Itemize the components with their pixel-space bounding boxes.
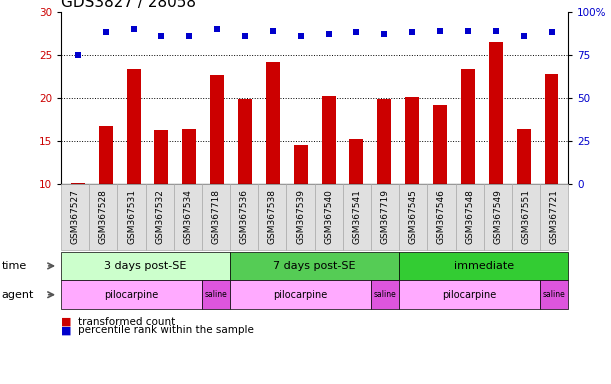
Text: pilocarpine: pilocarpine: [274, 290, 327, 300]
Point: [408, 29, 417, 35]
Text: GSM367532: GSM367532: [155, 190, 164, 244]
Text: agent: agent: [2, 290, 34, 300]
Point: [463, 27, 473, 33]
Text: GSM367540: GSM367540: [324, 190, 333, 244]
Text: GSM367718: GSM367718: [211, 189, 221, 245]
Bar: [210, 75, 224, 184]
Bar: [544, 74, 558, 184]
Text: GSM367546: GSM367546: [437, 190, 446, 244]
Text: saline: saline: [543, 290, 566, 299]
Text: GSM367549: GSM367549: [493, 190, 502, 244]
Text: saline: saline: [205, 290, 227, 299]
Text: percentile rank within the sample: percentile rank within the sample: [78, 325, 254, 335]
Point: [212, 26, 222, 32]
Bar: [433, 105, 447, 184]
Point: [491, 27, 500, 33]
Point: [351, 29, 361, 35]
Point: [324, 31, 334, 37]
Text: saline: saline: [374, 290, 397, 299]
Point: [435, 27, 445, 33]
Text: transformed count: transformed count: [78, 317, 175, 327]
Text: GSM367538: GSM367538: [268, 189, 277, 245]
Text: GSM367536: GSM367536: [240, 189, 249, 245]
Point: [268, 27, 278, 33]
Text: GSM367721: GSM367721: [550, 190, 558, 244]
Text: pilocarpine: pilocarpine: [104, 290, 159, 300]
Text: GSM367534: GSM367534: [183, 190, 192, 244]
Bar: [238, 99, 252, 184]
Point: [519, 33, 529, 39]
Bar: [71, 183, 85, 184]
Bar: [489, 42, 503, 184]
Bar: [405, 97, 419, 184]
Point: [296, 33, 306, 39]
Bar: [321, 96, 335, 184]
Bar: [126, 68, 141, 184]
Text: GSM367545: GSM367545: [409, 190, 418, 244]
Text: GSM367527: GSM367527: [71, 190, 79, 244]
Bar: [294, 145, 308, 184]
Bar: [461, 68, 475, 184]
Text: GSM367541: GSM367541: [353, 190, 362, 244]
Text: immediate: immediate: [453, 261, 514, 271]
Text: pilocarpine: pilocarpine: [442, 290, 497, 300]
Point: [101, 29, 111, 35]
Text: GDS3827 / 28058: GDS3827 / 28058: [61, 0, 196, 10]
Bar: [378, 99, 391, 184]
Text: GSM367551: GSM367551: [521, 189, 530, 245]
Point: [73, 52, 82, 58]
Text: 3 days post-SE: 3 days post-SE: [104, 261, 187, 271]
Point: [156, 33, 166, 39]
Text: GSM367528: GSM367528: [99, 190, 108, 244]
Point: [240, 33, 250, 39]
Point: [379, 31, 389, 37]
Bar: [155, 130, 169, 184]
Text: GSM367531: GSM367531: [127, 189, 136, 245]
Text: time: time: [2, 261, 27, 271]
Bar: [517, 129, 530, 184]
Text: GSM367719: GSM367719: [381, 189, 390, 245]
Bar: [349, 139, 364, 184]
Bar: [182, 129, 196, 184]
Bar: [99, 126, 112, 184]
Text: ■: ■: [61, 325, 71, 335]
Text: 7 days post-SE: 7 days post-SE: [273, 261, 356, 271]
Point: [547, 29, 557, 35]
Text: ■: ■: [61, 317, 71, 327]
Bar: [266, 62, 280, 184]
Text: GSM367539: GSM367539: [296, 189, 305, 245]
Point: [185, 33, 194, 39]
Text: GSM367548: GSM367548: [465, 190, 474, 244]
Point: [129, 26, 139, 32]
